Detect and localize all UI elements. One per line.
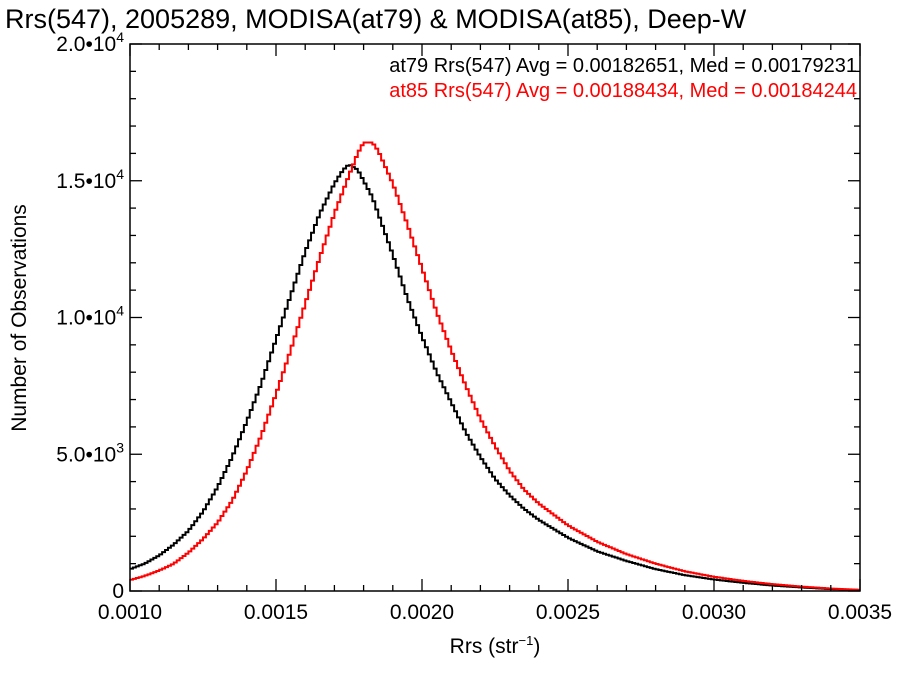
y-tick-label: 1.5•104 bbox=[56, 166, 124, 193]
series-at85-line bbox=[130, 141, 860, 591]
y-tick-label: 1.0•104 bbox=[56, 303, 124, 330]
x-tick-label: 0.0015 bbox=[244, 601, 308, 624]
y-tick-label: 2.0•104 bbox=[56, 29, 124, 56]
x-tick-label: 0.0030 bbox=[682, 601, 746, 624]
x-axis-label-main: Rrs (str bbox=[450, 635, 519, 658]
legend-entry-at79: at79 Rrs(547) Avg = 0.00182651, Med = 0.… bbox=[389, 55, 857, 77]
legend-entry-at85: at85 Rrs(547) Avg = 0.00188434, Med = 0.… bbox=[389, 80, 857, 102]
y-tick-label: 0 bbox=[112, 580, 124, 603]
x-tick-label: 0.0010 bbox=[98, 601, 162, 624]
series-layer bbox=[130, 141, 860, 591]
plot-frame bbox=[129, 43, 861, 592]
x-axis-label: Rrs (str−1) bbox=[450, 633, 541, 658]
x-tick-label: 0.0020 bbox=[390, 601, 454, 624]
x-axis-label-close: ) bbox=[533, 635, 540, 658]
y-axis-ticks: 0 5.0•103 1.0•104 1.5•104 2.0•104 bbox=[56, 29, 860, 603]
chart-title: Rrs(547), 2005289, MODISA(at79) & MODISA… bbox=[5, 4, 747, 34]
y-axis-label: Number of Observations bbox=[8, 204, 31, 432]
y-tick-label: 5.0•103 bbox=[56, 439, 124, 466]
series-at79-line bbox=[130, 164, 860, 591]
x-tick-label: 0.0025 bbox=[536, 601, 600, 624]
x-axis-label-superscript: −1 bbox=[519, 633, 534, 648]
x-axis-ticks: 0.0010 0.0015 0.0020 0.0025 0.0030 0.0035 bbox=[98, 44, 892, 624]
x-tick-label: 0.0035 bbox=[828, 601, 892, 624]
